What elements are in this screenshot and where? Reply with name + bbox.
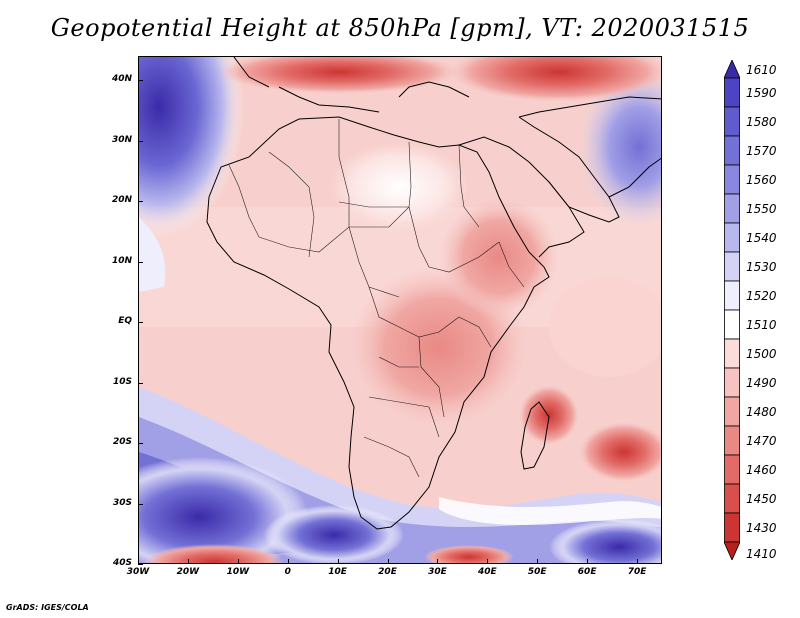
lat-label: 10N (111, 255, 132, 266)
lon-label: 20W (176, 567, 200, 577)
colorbar-level-label: 1410 (746, 547, 777, 561)
colorbar-swatch (724, 77, 740, 108)
lon-label: 30E (428, 567, 447, 577)
colorbar-swatch (724, 309, 740, 340)
lat-tick (138, 80, 143, 82)
colorbar-level-label: 1520 (746, 288, 777, 303)
colorbar-level-label: 1510 (746, 317, 777, 332)
lon-label: 10W (226, 567, 250, 577)
colorbar-bottom-triangle (724, 541, 740, 560)
colorbar-level-label: 1570 (746, 143, 777, 158)
colorbar-level-label: 1490 (746, 375, 777, 390)
lon-tick (138, 559, 139, 564)
colorbar-swatch (724, 106, 740, 137)
map-panel (138, 56, 662, 564)
lat-tick (138, 382, 143, 384)
lon-tick (387, 559, 389, 564)
lat-label: 30S (112, 497, 132, 508)
lat-tick (138, 503, 143, 505)
lon-tick (437, 559, 439, 564)
lon-label: 50E (527, 567, 547, 577)
lat-label: 40N (111, 74, 132, 85)
country-borders (228, 119, 525, 478)
colorbar-swatch (724, 454, 740, 485)
colorbar-level-label: 1590 (746, 85, 777, 100)
lon-label: 20E (378, 567, 397, 577)
lat-label: EQ (118, 316, 132, 327)
lat-tick (138, 322, 143, 324)
colorbar-level-label: 1460 (746, 462, 777, 477)
lat-tick (138, 261, 143, 263)
colorbar-swatch (724, 222, 740, 253)
lon-tick (487, 559, 489, 564)
colorbar-level-label: 1430 (746, 520, 777, 535)
colorbar-swatch (724, 135, 740, 166)
colorbar-swatch (724, 164, 740, 195)
lon-tick (237, 559, 239, 564)
colorbar-level-label: 1470 (746, 433, 777, 448)
colorbar-top-triangle (724, 60, 740, 79)
colorbar-swatch (724, 251, 740, 282)
colorbar-swatch (724, 280, 740, 311)
colorbar-level-label: 1450 (746, 491, 777, 506)
lon-label: 0 (284, 567, 291, 577)
colorbar (724, 60, 740, 560)
lon-tick (537, 559, 539, 564)
colorbar-swatch (724, 396, 740, 427)
lat-tick (138, 443, 143, 445)
colorbar-swatch (724, 425, 740, 456)
lon-tick (287, 559, 289, 564)
colorbar-swatch (724, 512, 740, 543)
lon-label: 60E (577, 567, 597, 577)
colorbar-level-label: 1610 (746, 63, 777, 77)
lat-label: 10S (112, 376, 132, 387)
lon-label: 70E (627, 567, 647, 577)
lat-tick (138, 201, 143, 203)
colorbar-level-label: 1480 (746, 404, 777, 419)
lat-label: 30N (111, 134, 132, 145)
geopotential-field (139, 57, 661, 563)
chart-title: Geopotential Height at 850hPa [gpm], VT:… (50, 14, 750, 42)
lat-label: 20S (112, 437, 132, 448)
colorbar-level-label: 1550 (746, 201, 777, 216)
grads-credit: GrADS: IGES/COLA (6, 603, 89, 612)
colorbar-level-label: 1500 (746, 346, 777, 361)
colorbar-level-label: 1530 (746, 259, 777, 274)
lat-label: 20N (111, 195, 132, 206)
lat-tick (138, 140, 143, 142)
colorbar-swatch (724, 193, 740, 224)
lat-label: 40S (112, 558, 132, 568)
colorbar-swatch (724, 338, 740, 369)
colorbar-swatch (724, 483, 740, 514)
lon-label: 30W (126, 567, 150, 577)
colorbar-swatch (724, 367, 740, 398)
colorbar-level-label: 1580 (746, 114, 777, 129)
lon-tick (337, 559, 339, 564)
colorbar-level-label: 1540 (746, 230, 777, 245)
coastlines (206, 57, 661, 530)
lon-tick (637, 559, 639, 564)
lon-label: 10E (328, 567, 347, 577)
lat-tick (138, 564, 143, 565)
lon-label: 40E (477, 567, 497, 577)
colorbar-level-label: 1560 (746, 172, 777, 187)
lon-tick (187, 559, 189, 564)
lon-tick (587, 559, 589, 564)
